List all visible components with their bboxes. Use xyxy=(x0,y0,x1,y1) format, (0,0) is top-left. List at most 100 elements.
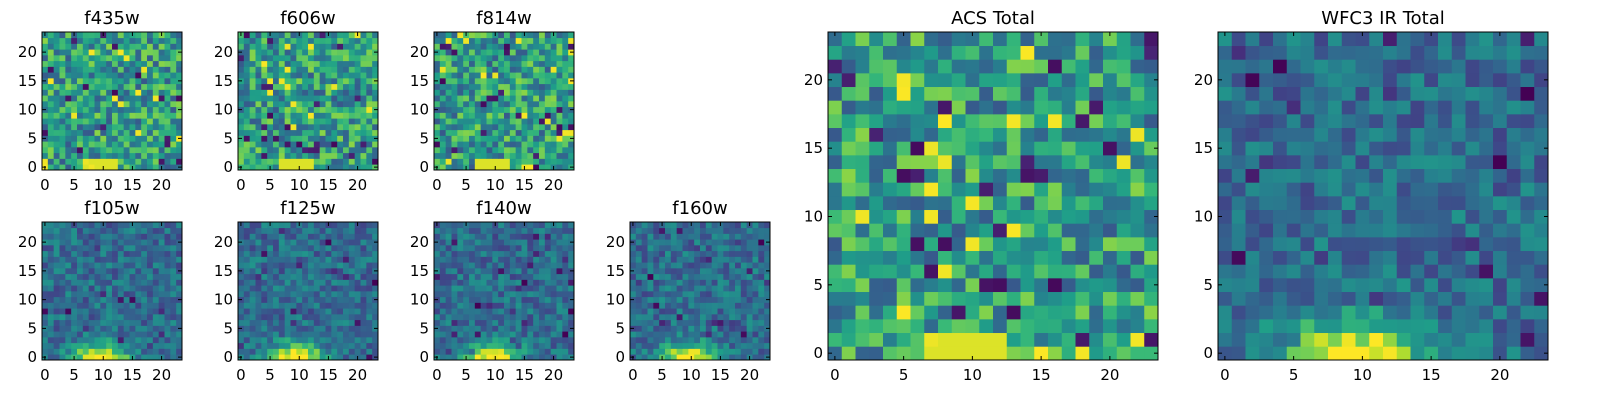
heatmap-cell xyxy=(951,278,966,293)
heatmap-cell xyxy=(486,124,493,131)
heatmap-cell xyxy=(764,245,771,252)
heatmap-cell xyxy=(319,285,326,292)
heatmap-cell xyxy=(556,37,563,44)
heatmap-cell xyxy=(284,291,291,298)
heatmap-cell xyxy=(665,262,672,269)
heatmap-cell xyxy=(158,66,165,73)
heatmap-cell xyxy=(366,302,373,309)
heatmap-cell xyxy=(883,196,898,211)
heatmap-cell xyxy=(1218,332,1233,347)
heatmap-cell xyxy=(267,279,274,286)
heatmap-cell xyxy=(869,237,884,252)
heatmap-cell xyxy=(688,262,695,269)
heatmap-cell xyxy=(112,285,119,292)
heatmap-cell xyxy=(100,141,107,148)
heatmap-cell xyxy=(273,106,280,113)
heatmap-cell xyxy=(267,55,274,62)
heatmap-cell xyxy=(71,314,78,321)
heatmap-cell xyxy=(243,233,251,240)
heatmap-cell xyxy=(267,95,274,102)
heatmap-cell xyxy=(1341,332,1356,347)
heatmap-cell xyxy=(653,222,660,229)
heatmap-cell xyxy=(360,152,367,159)
heatmap-cell xyxy=(1075,196,1090,211)
heatmap-cell xyxy=(723,291,730,298)
heatmap-cell xyxy=(752,239,759,246)
heatmap-cell xyxy=(1218,319,1233,334)
heatmap-cell xyxy=(77,342,84,349)
heatmap-cell xyxy=(509,60,517,67)
heatmap-cell xyxy=(308,227,315,234)
heatmap-cell xyxy=(630,319,637,326)
heatmap-cell xyxy=(325,55,332,62)
heatmap-cell xyxy=(117,279,125,286)
heatmap-cell xyxy=(141,308,148,315)
heatmap-cell xyxy=(296,348,303,355)
heatmap-cell xyxy=(308,89,315,96)
heatmap-cell xyxy=(129,331,136,338)
heatmap-cell xyxy=(267,308,274,315)
heatmap-cell xyxy=(249,273,256,280)
heatmap-cell xyxy=(451,164,458,171)
heatmap-cell xyxy=(112,262,119,269)
heatmap-cell xyxy=(273,124,280,131)
heatmap-cell xyxy=(457,233,464,240)
heatmap-cell xyxy=(504,279,511,286)
axes-frame xyxy=(237,31,379,171)
heatmap-cell xyxy=(42,279,49,286)
heatmap-cell xyxy=(117,354,125,361)
heatmap-cell xyxy=(641,245,648,252)
heatmap-cell xyxy=(278,89,286,96)
heatmap-cell xyxy=(71,112,78,119)
heatmap-cell xyxy=(59,273,66,280)
heatmap-cell xyxy=(243,152,251,159)
heatmap-cell xyxy=(296,83,303,90)
heatmap-cell xyxy=(740,308,748,315)
heatmap-cell xyxy=(313,250,321,257)
heatmap-cell xyxy=(88,268,95,275)
heatmap-cell xyxy=(152,348,160,355)
heatmap-cell xyxy=(284,285,291,292)
heatmap-cell xyxy=(1048,237,1063,252)
heatmap-cell xyxy=(238,158,245,165)
heatmap-cell xyxy=(533,78,540,85)
heatmap-cell xyxy=(42,308,49,315)
heatmap-cell xyxy=(106,245,113,252)
heatmap-cell xyxy=(527,308,534,315)
heatmap-cell xyxy=(527,43,534,50)
heatmap-cell xyxy=(556,302,563,309)
heatmap-cell xyxy=(372,37,379,44)
heatmap-cell xyxy=(1075,237,1090,252)
heatmap-cell xyxy=(1144,59,1159,74)
x-tick-label: 10 xyxy=(290,366,309,384)
heatmap-cell xyxy=(469,135,476,142)
heatmap-cell xyxy=(764,285,771,292)
heatmap-cell xyxy=(910,264,925,279)
heatmap-cell xyxy=(337,239,344,246)
heatmap-cell xyxy=(1369,319,1384,334)
heatmap-cell xyxy=(498,55,505,62)
heatmap-cell xyxy=(556,164,563,171)
heatmap-cell xyxy=(515,233,522,240)
heatmap-cell xyxy=(469,268,476,275)
heatmap-cell xyxy=(170,32,177,39)
heatmap-cell xyxy=(457,227,464,234)
heatmap-cell xyxy=(758,233,765,240)
heatmap-cell xyxy=(47,112,55,119)
heatmap-cell xyxy=(53,89,60,96)
heatmap-cell xyxy=(82,233,90,240)
heatmap-cell xyxy=(261,124,268,131)
heatmap-cell xyxy=(474,348,482,355)
heatmap-cell xyxy=(123,66,130,73)
heatmap-cell xyxy=(451,296,458,303)
heatmap-cell xyxy=(1493,332,1508,347)
heatmap-cell xyxy=(77,135,84,142)
heatmap-cell xyxy=(993,114,1008,129)
heatmap-cell xyxy=(711,342,718,349)
heatmap-cell xyxy=(445,135,452,142)
heatmap-cell xyxy=(544,72,552,79)
heatmap-cell xyxy=(65,101,72,108)
heatmap-cell xyxy=(1061,141,1076,156)
heatmap-cell xyxy=(343,135,350,142)
heatmap-cell xyxy=(550,262,557,269)
